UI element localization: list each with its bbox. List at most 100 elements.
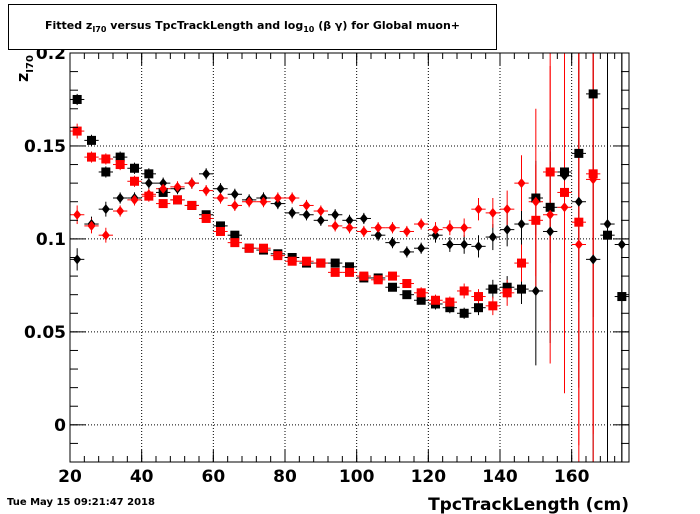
data-point-diamond	[316, 206, 325, 217]
chart-title: Fitted zI70 versus TpcTrackLength and lo…	[9, 19, 496, 34]
data-point-square	[388, 282, 397, 292]
data-point-square	[216, 226, 225, 236]
data-point-diamond	[560, 202, 569, 213]
data-point-diamond	[503, 204, 512, 215]
data-point-diamond	[316, 215, 325, 226]
x-tick-label: 100	[339, 467, 375, 487]
title-suffix: (β γ) for Global muon+	[314, 19, 461, 32]
data-point-square	[459, 308, 469, 318]
data-point-diamond	[359, 226, 368, 237]
data-point-diamond	[617, 239, 626, 250]
data-point-diamond	[87, 220, 96, 231]
data-point-diamond	[574, 239, 583, 250]
data-point-diamond	[101, 204, 110, 215]
x-tick-label: 160	[554, 467, 590, 487]
data-point-square	[545, 202, 555, 212]
data-point-diamond	[474, 241, 483, 252]
data-point-diamond	[345, 222, 354, 233]
data-point-square	[101, 167, 111, 177]
title-box: Fitted zI70 versus TpcTrackLength and lo…	[8, 4, 497, 50]
data-point-square	[431, 295, 440, 305]
data-point-square	[130, 176, 139, 186]
data-point-diamond	[302, 209, 311, 220]
x-axis-label: TpcTrackLength (cm)	[428, 495, 629, 514]
data-point-square	[130, 163, 139, 173]
data-point-diamond	[216, 193, 225, 204]
data-point-diamond	[202, 168, 211, 179]
data-point-square	[545, 167, 555, 177]
data-point-square	[216, 221, 225, 231]
data-point-square	[445, 303, 455, 313]
data-point-diamond	[230, 200, 239, 211]
data-point-square	[617, 292, 627, 302]
data-point-square	[316, 258, 326, 268]
x-tick-label: 120	[411, 467, 447, 487]
data-point-square	[502, 282, 512, 292]
x-tick-label: 40	[130, 467, 154, 487]
data-point-square	[87, 152, 96, 162]
data-point-square	[158, 199, 168, 209]
x-tick-label: 80	[273, 467, 297, 487]
data-point-diamond	[159, 178, 168, 189]
data-point-diamond	[546, 226, 555, 237]
data-point-diamond	[73, 254, 82, 265]
data-point-square	[416, 288, 426, 298]
data-point-square	[603, 230, 612, 240]
data-point-diamond	[245, 196, 254, 207]
data-point-square	[87, 135, 96, 145]
data-point-square	[115, 160, 125, 170]
data-point-diamond	[144, 178, 153, 189]
data-point-diamond	[302, 200, 311, 211]
data-point-diamond	[359, 213, 368, 224]
data-point-diamond	[202, 185, 211, 196]
y-tick-label: 0.05	[24, 323, 66, 343]
data-point-diamond	[259, 196, 268, 207]
data-point-diamond	[116, 193, 125, 204]
data-point-diamond	[273, 198, 282, 209]
data-point-diamond	[388, 237, 397, 248]
data-point-square	[330, 258, 340, 268]
data-point-diamond	[374, 230, 383, 241]
data-point-square	[502, 288, 512, 298]
data-point-square	[474, 303, 483, 313]
data-point-square	[588, 89, 598, 99]
data-point-square	[72, 126, 82, 136]
data-point-diamond	[331, 220, 340, 231]
data-point-square	[574, 148, 584, 158]
data-point-square	[259, 243, 268, 253]
data-point-square	[345, 267, 354, 277]
y-tick-label: 0.1	[36, 230, 66, 250]
data-point-square	[101, 154, 111, 164]
data-point-diamond	[503, 224, 512, 235]
data-point-diamond	[331, 209, 340, 220]
data-point-square	[531, 215, 541, 225]
data-point-square	[273, 251, 283, 261]
data-point-square	[72, 94, 82, 104]
data-point-diamond	[73, 209, 82, 220]
data-point-diamond	[603, 219, 612, 230]
data-point-diamond	[488, 207, 497, 218]
data-point-diamond	[273, 193, 282, 204]
data-point-square	[560, 187, 569, 197]
data-point-diamond	[101, 230, 110, 241]
data-point-square	[517, 258, 526, 268]
data-point-diamond	[417, 219, 426, 230]
x-tick-label: 140	[482, 467, 518, 487]
data-point-diamond	[546, 209, 555, 220]
data-point-diamond	[345, 215, 354, 226]
plot-frame	[69, 52, 630, 463]
data-point-diamond	[130, 194, 139, 205]
data-point-square	[517, 284, 526, 294]
data-point-diamond	[159, 183, 168, 194]
data-point-square	[402, 290, 412, 300]
data-point-square	[244, 243, 254, 253]
data-point-diamond	[445, 239, 454, 250]
timestamp: Tue May 15 09:21:47 2018	[7, 497, 155, 508]
data-point-diamond	[374, 222, 383, 233]
data-point-square	[144, 169, 154, 179]
data-point-diamond	[488, 232, 497, 243]
data-point-square	[345, 262, 354, 272]
data-point-diamond	[517, 219, 526, 230]
